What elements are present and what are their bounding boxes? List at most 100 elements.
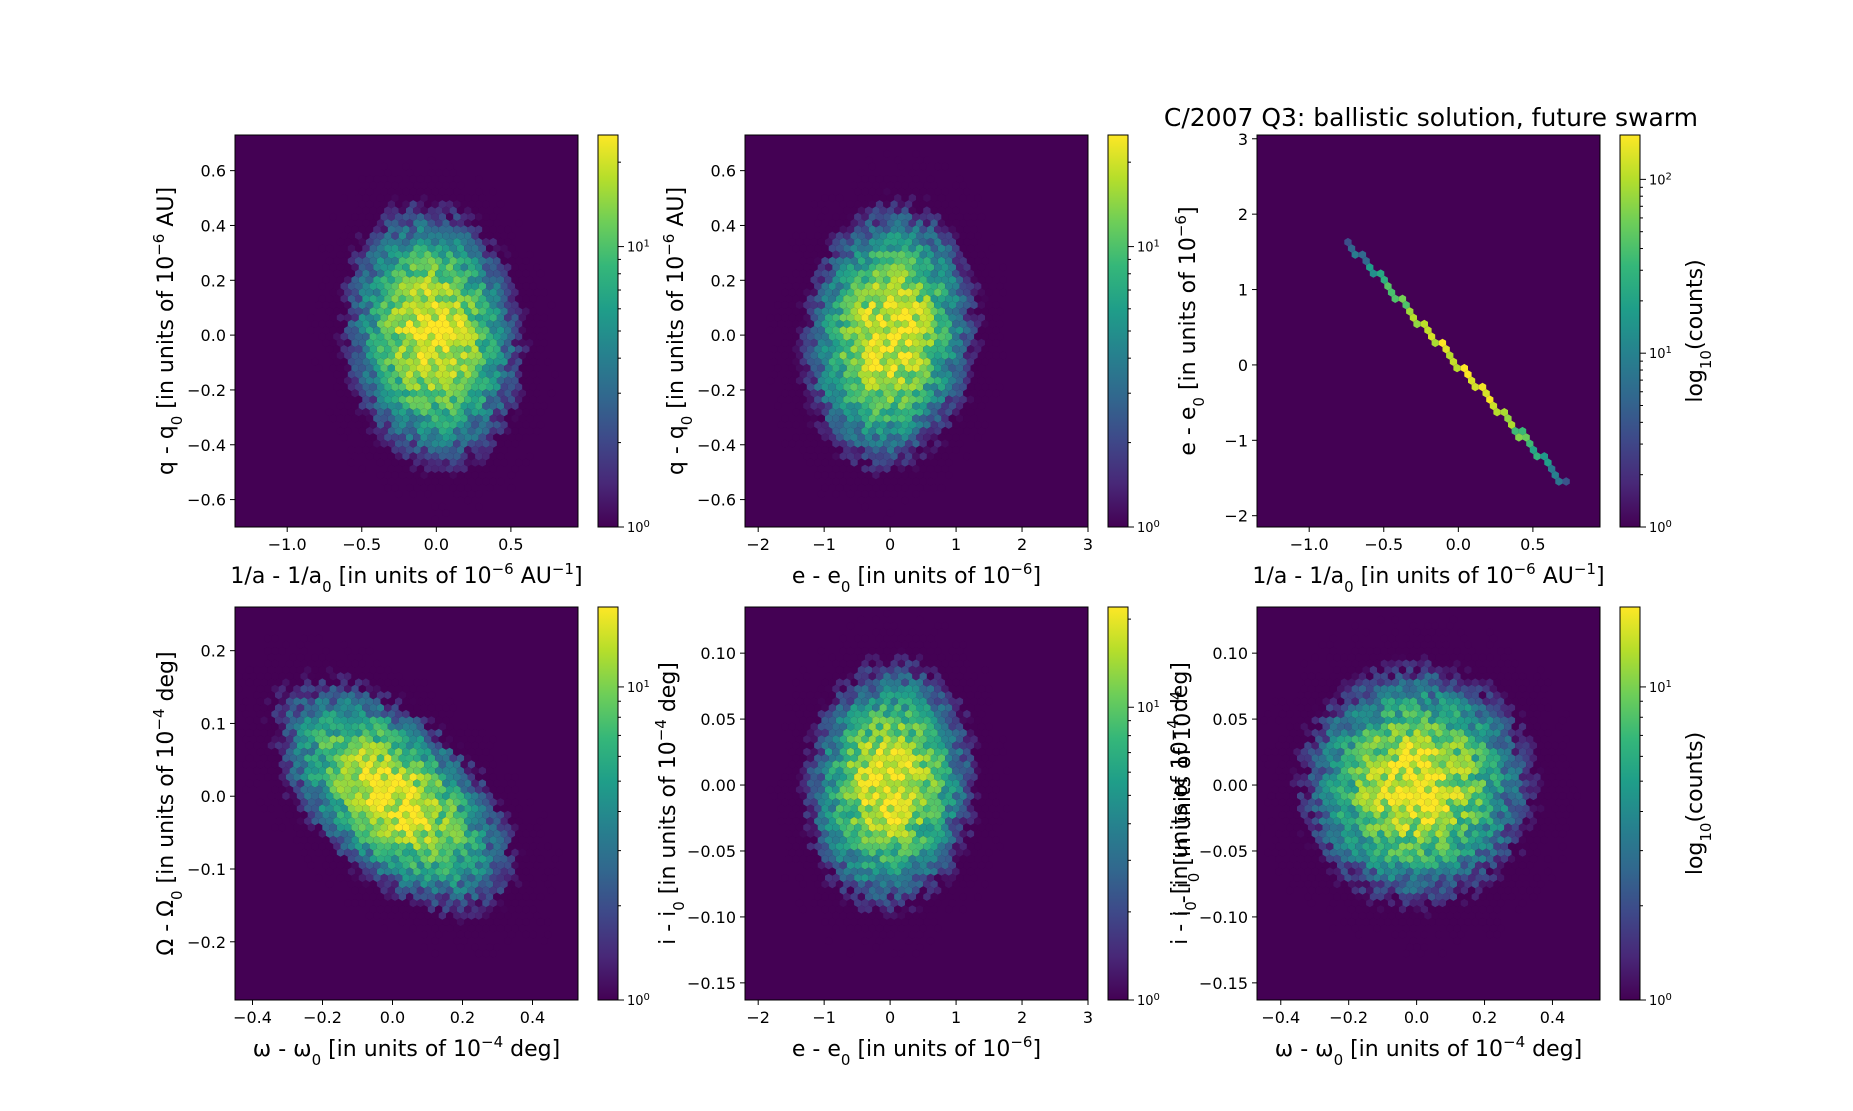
hexbin-cell	[467, 464, 476, 474]
hexbin-cell	[533, 823, 541, 832]
hexbin-cell	[446, 772, 454, 782]
hexbin-cell	[817, 263, 825, 272]
hexbin-cell	[340, 842, 348, 851]
hexbin-cell	[507, 345, 516, 354]
hexbin-cell	[362, 370, 370, 379]
hexbin-cell	[420, 880, 428, 889]
hexbin-cell	[362, 842, 370, 851]
hexbin-cell	[402, 389, 410, 398]
hexbin-cell	[897, 225, 905, 234]
hexbin-cell	[930, 445, 938, 455]
hexbin-cell	[424, 363, 432, 373]
hexbin-cell	[970, 237, 978, 247]
hexbin-cell	[872, 804, 880, 813]
hexbin-cell	[362, 382, 370, 392]
hexbin-cell	[275, 703, 283, 712]
hexbin-cell	[296, 703, 305, 712]
hexbin-cell	[424, 848, 432, 857]
hexbin-cell	[416, 747, 425, 757]
hexbin-cell	[344, 426, 352, 436]
hexbin-cell	[843, 791, 851, 801]
hexbin-cell	[937, 256, 946, 266]
hexbin-cell	[511, 426, 519, 436]
hexbin-cell	[908, 640, 916, 649]
hexbin-cell	[770, 357, 778, 366]
hexbin-cell	[817, 338, 825, 348]
hexbin-cell	[817, 489, 825, 499]
hexbin-cell	[908, 678, 916, 687]
hexbin-cell	[256, 798, 265, 807]
hexbin-cell	[391, 181, 399, 190]
hexbin-cell	[835, 728, 844, 738]
hexbin-cell	[1540, 452, 1548, 461]
hexbin-cell	[362, 357, 370, 366]
hexbin-cell	[941, 300, 949, 310]
hexbin-cell	[340, 408, 348, 417]
hexbin-cell	[391, 445, 399, 455]
hexbin-cell	[406, 445, 414, 455]
hexbin-cell	[923, 691, 931, 700]
hexbin-cell	[897, 684, 905, 694]
hexbin-cell	[340, 231, 348, 240]
hexbin-cell	[857, 332, 865, 341]
hexbin-cell	[406, 791, 414, 801]
hexbin-cell	[533, 263, 541, 272]
hexbin-cell	[446, 225, 454, 234]
hexbin-cell	[391, 892, 399, 901]
hexbin-cell	[482, 389, 490, 398]
hexbin-cell	[926, 275, 935, 285]
hexbin-cell	[923, 766, 931, 775]
hexbin-cell	[373, 263, 381, 272]
hexbin-cell	[329, 772, 337, 782]
hexbin-cell	[821, 678, 829, 687]
hexbin-cell	[380, 288, 388, 297]
hexbin-cell	[438, 873, 446, 883]
hexbin-cell	[475, 376, 483, 385]
hexbin-cell	[861, 697, 869, 706]
hexbin-cell	[511, 389, 519, 398]
hexbin-cell	[806, 728, 815, 738]
hexbin-cell	[402, 300, 410, 310]
hexbin-cell	[821, 691, 829, 700]
hexbin-cell	[937, 433, 946, 442]
hexbin-cell	[985, 684, 993, 694]
hexbin-cell	[792, 703, 800, 712]
hexbin-cell	[872, 817, 880, 826]
hexbin-cell	[435, 716, 443, 725]
hexbin-cell	[402, 250, 410, 259]
hexbin-cell	[785, 766, 793, 775]
hexbin-cell	[901, 458, 909, 467]
hexbin-cell	[974, 370, 982, 379]
y-tick-label: 0.1	[201, 714, 226, 733]
hexbin-cell	[806, 804, 815, 813]
hexbin-cell	[446, 911, 454, 920]
hexbin-cell	[999, 275, 1007, 285]
hexbin-cell	[937, 219, 946, 228]
hexbin-cell	[814, 332, 822, 341]
hexbin-cell	[985, 697, 993, 706]
hexbin-cell	[464, 779, 472, 788]
hexbin-cell	[814, 842, 822, 851]
hexbin-cell	[318, 791, 326, 801]
hexbin-cell	[329, 760, 337, 769]
hexbin-cell	[296, 741, 305, 750]
hexbin-cell	[387, 684, 395, 694]
hexbin-cell	[325, 804, 334, 813]
hexbin-cell	[861, 187, 869, 196]
hexbin-cell	[518, 288, 526, 297]
hexbin-cell	[792, 728, 800, 738]
hexbin-cell	[817, 326, 825, 335]
hexbin-cell	[347, 231, 355, 240]
hexbin-cell	[406, 892, 414, 901]
hexbin-cell	[380, 873, 388, 883]
hexbin-cell	[406, 357, 414, 366]
hexbin-cell	[464, 395, 472, 404]
hexbin-cell	[952, 269, 960, 278]
hexbin-cell	[803, 414, 811, 423]
hexbin-cell	[471, 892, 479, 901]
hexbin-cell	[340, 716, 348, 725]
hexbin-cell	[916, 345, 924, 354]
hexbin-cell	[245, 779, 254, 788]
hexbin-cell	[446, 275, 454, 285]
hexbin-cell	[894, 256, 902, 266]
